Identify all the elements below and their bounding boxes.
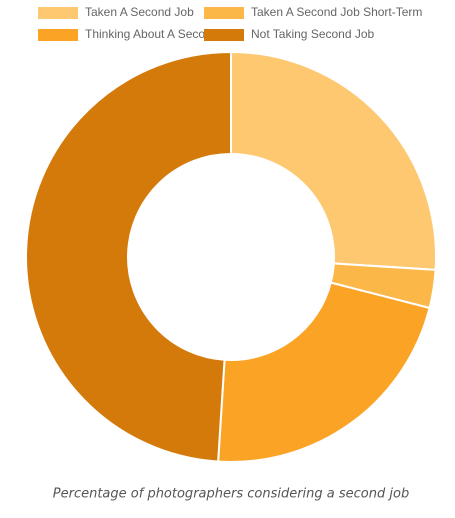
legend-label[interactable]: Not Taking Second Job — [251, 27, 375, 41]
legend-label[interactable]: Taken A Second Job Short-Term — [251, 5, 422, 19]
legend-swatch[interactable] — [38, 7, 78, 19]
donut-slice — [25, 50, 232, 463]
legend-swatch[interactable] — [204, 29, 244, 41]
chart-caption: Percentage of photographers considering … — [53, 487, 409, 502]
legend-swatch[interactable] — [204, 7, 244, 19]
legend-swatch[interactable] — [38, 29, 78, 41]
donut-slice — [230, 50, 437, 271]
legend-label[interactable]: Thinking About A Second Job — [85, 27, 241, 41]
donut-slice — [217, 281, 431, 463]
legend-label[interactable]: Taken A Second Job — [85, 5, 194, 19]
